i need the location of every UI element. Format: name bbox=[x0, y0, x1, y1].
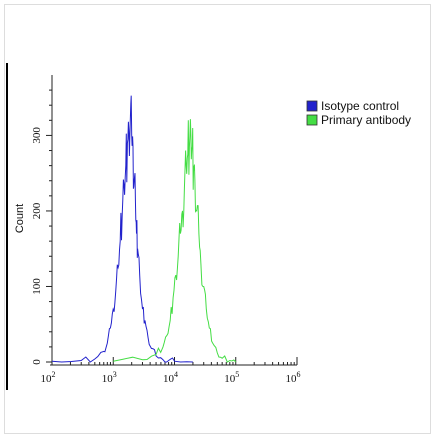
y-tick-label: 0 bbox=[31, 359, 43, 365]
legend-swatch-isotype-control bbox=[306, 100, 318, 112]
y-tick-label: 100 bbox=[31, 278, 43, 295]
series-line-primary-antibody bbox=[113, 119, 237, 363]
y-tick-label: 200 bbox=[31, 202, 43, 219]
series-line-isotype-control bbox=[51, 95, 193, 363]
legend-label-primary-antibody: Primary antibody bbox=[321, 113, 411, 127]
x-tick-label: 105 bbox=[224, 370, 239, 385]
y-axis-title: Count bbox=[14, 204, 26, 233]
figure-frame: 0 100 200 300 Count 102 103 104 105 106 Isotype c… bbox=[4, 4, 431, 434]
y-tick-label: 300 bbox=[31, 127, 43, 144]
legend-label-isotype-control: Isotype control bbox=[321, 99, 399, 113]
x-tick-label: 106 bbox=[286, 370, 301, 385]
histogram-chart: 0 100 200 300 Count 102 103 104 105 106 Isotype c… bbox=[6, 63, 411, 390]
legend-swatch-primary-antibody bbox=[306, 114, 318, 126]
x-tick-label: 104 bbox=[163, 370, 178, 385]
x-tick-label: 103 bbox=[102, 370, 117, 385]
series-layer bbox=[51, 95, 237, 363]
x-tick-label: 102 bbox=[41, 370, 56, 385]
axes: 0 100 200 300 Count 102 103 104 105 106 bbox=[6, 63, 301, 390]
